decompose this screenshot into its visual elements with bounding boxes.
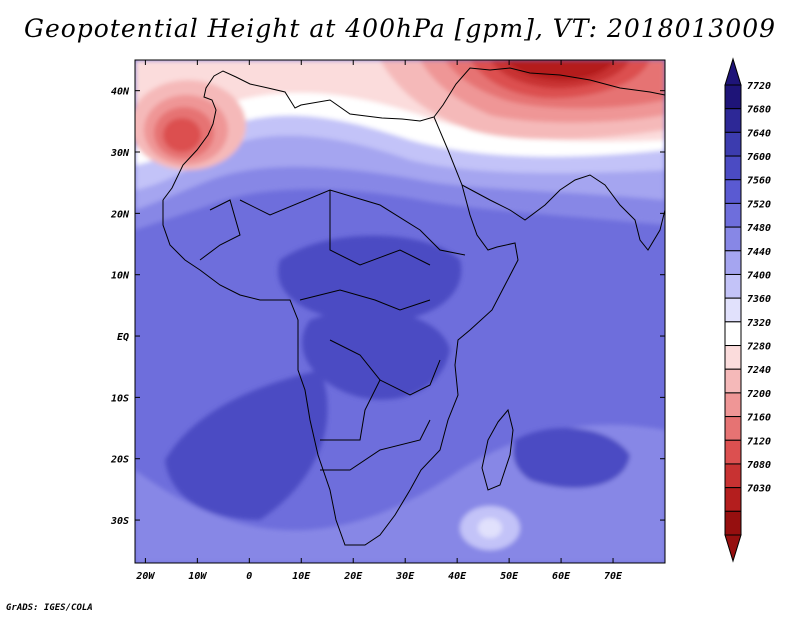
lat-label: 20S xyxy=(110,455,129,466)
lon-label: 20W xyxy=(135,571,155,582)
colorbar-label: 7200 xyxy=(747,389,771,400)
lon-label: 30E xyxy=(395,571,415,582)
lat-label: 10S xyxy=(111,393,129,404)
axes: 40N 30N 20N 10N EQ 10S 20S 30S 20W 10W 0 10E 20E 30E 4… xyxy=(110,60,665,582)
lon-label: 40E xyxy=(448,571,467,582)
coast-arabia-india xyxy=(461,174,665,251)
lon-label: 0 xyxy=(246,571,252,582)
colorbar-swatch xyxy=(724,463,742,489)
field-high-indian xyxy=(513,428,630,488)
colorbar-label: 7560 xyxy=(747,176,771,187)
colorbar-label: 7360 xyxy=(747,294,771,305)
plot-frame xyxy=(134,59,666,564)
lon-label: 10W xyxy=(188,571,207,582)
coast-north xyxy=(162,67,665,201)
colorbar-swatch xyxy=(724,202,742,228)
colorbar-swatch xyxy=(724,179,742,204)
lon-label: 50E xyxy=(500,571,519,582)
colorbar-label: 7400 xyxy=(747,270,771,281)
lon-label: 70E xyxy=(604,571,623,582)
colorbar-label: 7160 xyxy=(747,413,771,424)
field-south-white xyxy=(478,518,502,538)
colorbar-swatch xyxy=(724,345,742,370)
coast-madagascar xyxy=(481,408,514,491)
colorbar-swatch xyxy=(724,321,742,347)
lat-label: EQ xyxy=(117,332,129,343)
colorbar-swatch xyxy=(724,273,742,299)
field-high-atlantic xyxy=(165,370,328,520)
colorbar-swatch xyxy=(724,392,742,418)
lon-label: 10E xyxy=(292,571,311,582)
colorbar-swatch xyxy=(724,131,742,157)
colorbar-label: 7600 xyxy=(747,152,771,163)
colorbar-bottom-arrow xyxy=(724,534,742,563)
lon-label: 20E xyxy=(343,571,363,582)
field-ridge-center xyxy=(302,310,450,400)
field-west-7160 xyxy=(163,118,201,152)
colorbar-swatch xyxy=(724,510,742,536)
colorbar-label: 7480 xyxy=(747,223,771,234)
height-field xyxy=(135,60,665,563)
colorbar-swatch xyxy=(724,84,742,110)
colorbar-swatch xyxy=(724,439,742,465)
colorbar-swatch xyxy=(724,416,742,441)
lat-label: 30N xyxy=(110,148,130,159)
lat-label: 10N xyxy=(111,271,130,282)
colorbar-swatch xyxy=(724,155,742,181)
border-equator xyxy=(299,289,431,311)
coastlines xyxy=(162,67,665,546)
credit-label: GrADS: IGES/COLA xyxy=(6,603,93,613)
field-ridge-north xyxy=(278,235,462,322)
colorbar-swatch xyxy=(724,250,742,275)
lat-label: 20N xyxy=(110,209,130,220)
lat-label: 30S xyxy=(110,516,129,527)
colorbar-label: 7520 xyxy=(747,199,771,210)
colorbar-swatch xyxy=(724,487,742,512)
colorbar-label: 7120 xyxy=(747,436,771,447)
border-east xyxy=(379,359,441,396)
colorbar-swatch xyxy=(724,108,742,133)
colorbar-label: 7440 xyxy=(747,247,771,258)
border-chad xyxy=(329,190,431,266)
colorbar-label: 7320 xyxy=(747,318,771,329)
colorbar-swatch xyxy=(724,226,742,252)
border-sahel xyxy=(239,189,466,256)
colorbar-label: 7030 xyxy=(747,484,771,495)
field-east-7080 xyxy=(505,60,615,81)
colorbar-top-arrow xyxy=(724,57,742,86)
coast-africa xyxy=(162,116,519,546)
border-congo xyxy=(320,339,381,441)
lon-label: 60E xyxy=(552,571,571,582)
colorbar-label: 7240 xyxy=(747,365,771,376)
colorbar-label: 7640 xyxy=(747,128,771,139)
colorbar-swatch xyxy=(724,297,742,323)
border-west-1 xyxy=(199,199,241,261)
colorbar-label: 7720 xyxy=(747,81,771,92)
colorbar-label: 7680 xyxy=(747,105,771,116)
colorbar-label: 7280 xyxy=(747,342,771,353)
map-title: Geopotential Height at 400hPa [gpm], VT:… xyxy=(23,14,777,43)
colorbar: 7720 7680 7640 7600 7560 7520 7480 7440 7400 7360… xyxy=(724,57,771,563)
lat-label: 40N xyxy=(111,87,130,98)
colorbar-swatch xyxy=(724,368,742,394)
colorbar-label: 7080 xyxy=(747,460,771,471)
border-south xyxy=(320,419,431,471)
